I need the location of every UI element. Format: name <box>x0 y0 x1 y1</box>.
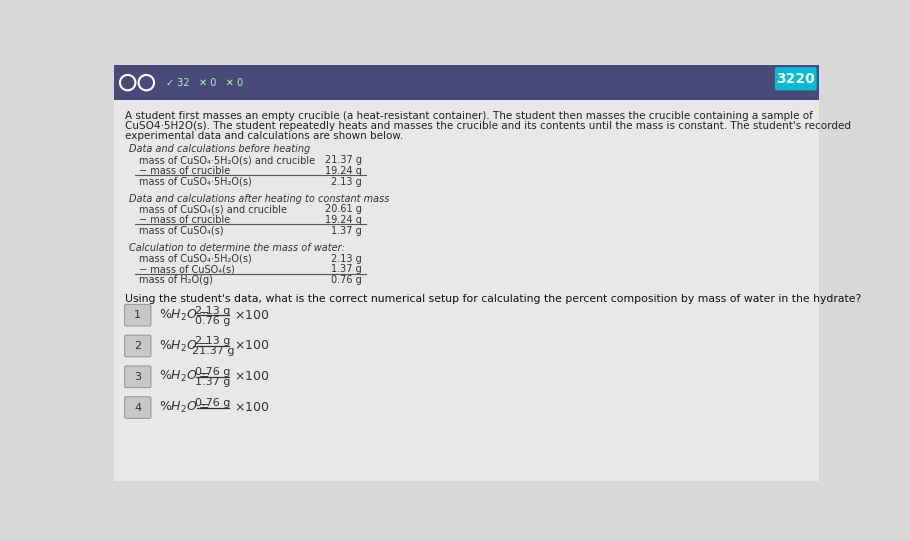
Text: 2.13 g: 2.13 g <box>331 254 362 263</box>
Text: $\times 100$: $\times 100$ <box>234 401 269 414</box>
Text: 3: 3 <box>135 372 141 382</box>
Text: mass of CuSO₄(s) and crucible: mass of CuSO₄(s) and crucible <box>138 204 287 214</box>
Text: mass of H₂O(g): mass of H₂O(g) <box>138 275 212 285</box>
Text: 20.61 g: 20.61 g <box>325 204 362 214</box>
Text: CuSO4·5H2O(s). The student repeatedly heats and masses the crucible and its cont: CuSO4·5H2O(s). The student repeatedly he… <box>126 121 852 131</box>
Text: $\%H_2O=$: $\%H_2O=$ <box>158 339 209 353</box>
Text: 19.24 g: 19.24 g <box>325 215 362 225</box>
Text: $\%H_2O=$: $\%H_2O=$ <box>158 400 209 415</box>
Text: $\times 100$: $\times 100$ <box>234 339 269 353</box>
Text: 2.13 g: 2.13 g <box>196 337 230 346</box>
Text: $\times 100$: $\times 100$ <box>234 309 269 322</box>
Text: mass of CuSO₄·5H₂O(s): mass of CuSO₄·5H₂O(s) <box>138 254 251 263</box>
Text: 1.37 g: 1.37 g <box>331 226 362 236</box>
Text: 0.76 g: 0.76 g <box>196 315 230 326</box>
Text: $\%H_2O=$: $\%H_2O=$ <box>158 369 209 384</box>
Text: 4: 4 <box>134 403 141 413</box>
Text: Calculation to determine the mass of water:: Calculation to determine the mass of wat… <box>129 243 345 253</box>
Text: A student first masses an empty crucible (a heat-resistant container). The stude: A student first masses an empty crucible… <box>126 111 814 121</box>
Text: 21.37 g: 21.37 g <box>325 155 362 165</box>
Text: 2: 2 <box>134 341 141 351</box>
Text: − mass of CuSO₄(s): − mass of CuSO₄(s) <box>138 265 235 274</box>
Text: mass of CuSO₄·5H₂O(s): mass of CuSO₄·5H₂O(s) <box>138 176 251 187</box>
Text: − mass of crucible: − mass of crucible <box>138 215 230 225</box>
Text: 0.76 g: 0.76 g <box>196 398 230 408</box>
Text: 0.76 g: 0.76 g <box>196 367 230 377</box>
FancyBboxPatch shape <box>125 397 151 418</box>
FancyBboxPatch shape <box>125 305 151 326</box>
Text: 0.76 g: 0.76 g <box>331 275 362 285</box>
Text: mass of CuSO₄(s): mass of CuSO₄(s) <box>138 226 223 236</box>
FancyBboxPatch shape <box>125 366 151 387</box>
Text: Using the student's data, what is the correct numerical setup for calculating th: Using the student's data, what is the co… <box>126 294 862 304</box>
FancyBboxPatch shape <box>774 67 816 90</box>
FancyBboxPatch shape <box>125 335 151 357</box>
Text: 1: 1 <box>135 310 141 320</box>
Text: $\%H_2O=$: $\%H_2O=$ <box>158 308 209 323</box>
Text: 2.13 g: 2.13 g <box>331 176 362 187</box>
Text: Data and calculations after heating to constant mass: Data and calculations after heating to c… <box>129 194 389 203</box>
Text: 1.37 g: 1.37 g <box>331 265 362 274</box>
FancyBboxPatch shape <box>114 65 819 100</box>
Text: 21.37 g: 21.37 g <box>192 346 234 357</box>
Text: experimental data and calculations are shown below.: experimental data and calculations are s… <box>126 131 404 141</box>
Text: $\times 100$: $\times 100$ <box>234 370 269 383</box>
Text: − mass of crucible: − mass of crucible <box>138 166 230 176</box>
Text: ✓ 32   ✕ 0   ✕ 0: ✓ 32 ✕ 0 ✕ 0 <box>167 77 244 88</box>
Text: 1.37 g: 1.37 g <box>196 377 230 387</box>
Text: 2.13 g: 2.13 g <box>196 306 230 315</box>
Text: 3220: 3220 <box>776 72 815 86</box>
FancyBboxPatch shape <box>114 100 819 481</box>
Text: mass of CuSO₄·5H₂O(s) and crucible: mass of CuSO₄·5H₂O(s) and crucible <box>138 155 315 165</box>
Text: Data and calculations before heating: Data and calculations before heating <box>129 144 310 154</box>
Text: 19.24 g: 19.24 g <box>325 166 362 176</box>
